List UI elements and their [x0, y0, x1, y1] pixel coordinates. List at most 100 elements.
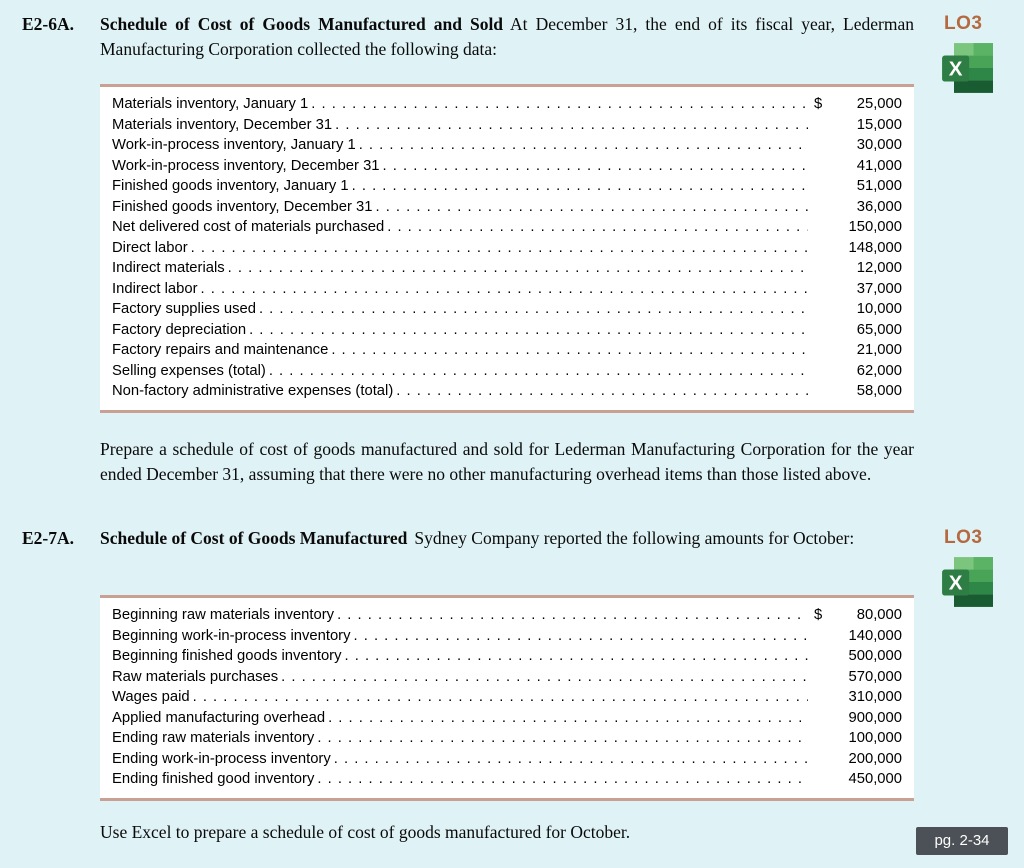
dot-leader: [345, 646, 808, 667]
dot-leader: [354, 626, 808, 647]
table-row: Raw materials purchases 570,000: [112, 667, 902, 688]
dot-leader: [249, 320, 808, 341]
exercise-instruction: Prepare a schedule of cost of goods manu…: [100, 439, 914, 485]
data-table-e2-6a: Materials inventory, January 1 $25,000 Ma…: [100, 84, 914, 413]
row-label: Selling expenses (total): [112, 362, 266, 379]
exercise-code: E2-7A.: [22, 528, 75, 548]
row-label: Indirect labor: [112, 280, 198, 297]
exercise-title: Schedule of Cost of Goods Manufactured: [100, 528, 408, 548]
exercise-instruction: Use Excel to prepare a schedule of cost …: [100, 822, 631, 842]
table-row: Indirect labor 37,000: [112, 279, 902, 300]
row-value: 62,000: [856, 362, 902, 379]
exercise-intro-text: At December 31, the end of its fiscal ye…: [100, 14, 914, 59]
row-label: Factory repairs and maintenance: [112, 342, 329, 358]
dot-leader: [396, 381, 808, 402]
dollar-sign: $: [814, 607, 823, 623]
row-label: Beginning raw materials inventory: [112, 607, 335, 623]
data-table-e2-7a: Beginning raw materials inventory $80,000…: [100, 595, 914, 801]
row-value: 140,000: [848, 627, 903, 644]
row-label: Finished goods inventory, December 31: [112, 198, 373, 215]
row-value: 58,000: [856, 383, 902, 399]
dollar-sign: $: [814, 96, 823, 112]
table-row: Beginning raw materials inventory $80,000: [112, 605, 902, 626]
dot-leader: [317, 728, 808, 749]
learning-objective-badge: LO3: [944, 527, 983, 548]
excel-sheet-band: [973, 43, 993, 56]
row-value: 80,000: [856, 607, 902, 623]
dot-leader: [331, 340, 808, 361]
table-row: Work-in-process inventory, December 31 41…: [112, 156, 902, 177]
dot-leader: [375, 197, 808, 218]
table-row: Selling expenses (total) 62,000: [112, 361, 902, 382]
table-row: Net delivered cost of materials purchase…: [112, 217, 902, 238]
row-value: 900,000: [848, 709, 903, 726]
row-value: 100,000: [848, 730, 903, 746]
table-row: Materials inventory, December 31 15,000: [112, 115, 902, 136]
learning-objective-badge: LO3: [944, 13, 983, 34]
table-row: Factory depreciation 65,000: [112, 320, 902, 341]
exercise-code: E2-6A.: [22, 14, 75, 34]
dot-leader: [201, 279, 808, 300]
row-value: 36,000: [856, 198, 902, 215]
excel-x-badge: [942, 55, 970, 82]
row-label: Ending finished good inventory: [112, 771, 315, 787]
excel-sheet-band: [954, 594, 993, 607]
dot-leader: [335, 115, 808, 136]
page-number-badge[interactable]: pg. 2-34: [916, 827, 1008, 855]
excel-icon[interactable]: X: [941, 556, 993, 608]
table-row: Finished goods inventory, December 31 36,…: [112, 197, 902, 218]
row-value: 37,000: [856, 280, 902, 297]
row-label: Materials inventory, January 1: [112, 96, 309, 112]
row-value: 200,000: [848, 750, 903, 767]
row-label: Work-in-process inventory, January 1: [112, 137, 356, 153]
dot-leader: [387, 217, 808, 238]
row-label: Direct labor: [112, 239, 188, 256]
row-value: 21,000: [856, 342, 902, 358]
table-row: Beginning work-in-process inventory 140,0…: [112, 626, 902, 647]
dot-leader: [317, 769, 808, 790]
table-row: Factory repairs and maintenance 21,000: [112, 340, 902, 361]
row-value: 500,000: [848, 648, 903, 664]
row-label: Work-in-process inventory, December 31: [112, 157, 380, 174]
row-value: 148,000: [848, 239, 903, 256]
row-value: 570,000: [848, 668, 903, 685]
row-label: Beginning finished goods inventory: [112, 648, 342, 664]
excel-sheet-band: [954, 80, 993, 93]
row-label: Raw materials purchases: [112, 668, 279, 685]
table-row: Direct labor 148,000: [112, 238, 902, 259]
dot-leader: [328, 708, 808, 729]
table-row: Ending work-in-process inventory 200,000: [112, 749, 902, 770]
row-label: Wages paid: [112, 689, 190, 705]
row-value: 25,000: [856, 96, 902, 112]
table-row: Finished goods inventory, January 1 51,00…: [112, 176, 902, 197]
row-value: 65,000: [856, 321, 902, 338]
dot-leader: [191, 238, 808, 259]
table-row: Materials inventory, January 1 $25,000: [112, 94, 902, 115]
row-label: Non-factory administrative expenses (tot…: [112, 383, 394, 399]
row-value: 10,000: [856, 301, 902, 317]
exercise-heading: Schedule of Cost of Goods Manufactured Sy…: [100, 526, 914, 551]
table-row: Factory supplies used 10,000: [112, 299, 902, 320]
row-value: 51,000: [856, 178, 902, 194]
row-value: 12,000: [856, 260, 902, 276]
row-label: Indirect materials: [112, 260, 225, 276]
row-value: 30,000: [856, 137, 902, 153]
dot-leader: [259, 299, 808, 320]
dot-leader: [337, 605, 808, 626]
dot-leader: [334, 749, 808, 770]
row-value: 310,000: [848, 689, 903, 705]
dot-leader: [193, 687, 808, 708]
excel-x-letter: X: [949, 572, 963, 595]
row-label: Ending work-in-process inventory: [112, 750, 331, 767]
table-row: Wages paid 310,000: [112, 687, 902, 708]
table-row: Non-factory administrative expenses (tot…: [112, 381, 902, 402]
row-label: Beginning work-in-process inventory: [112, 627, 351, 644]
table-row: Applied manufacturing overhead 900,000: [112, 708, 902, 729]
row-label: Factory depreciation: [112, 321, 247, 338]
row-value: 450,000: [848, 771, 903, 787]
row-label: Factory supplies used: [112, 301, 256, 317]
row-label: Applied manufacturing overhead: [112, 709, 326, 726]
exercise-intro-text: Sydney Company reported the following am…: [414, 528, 855, 548]
dot-leader: [269, 361, 808, 382]
excel-icon[interactable]: X: [941, 42, 993, 94]
